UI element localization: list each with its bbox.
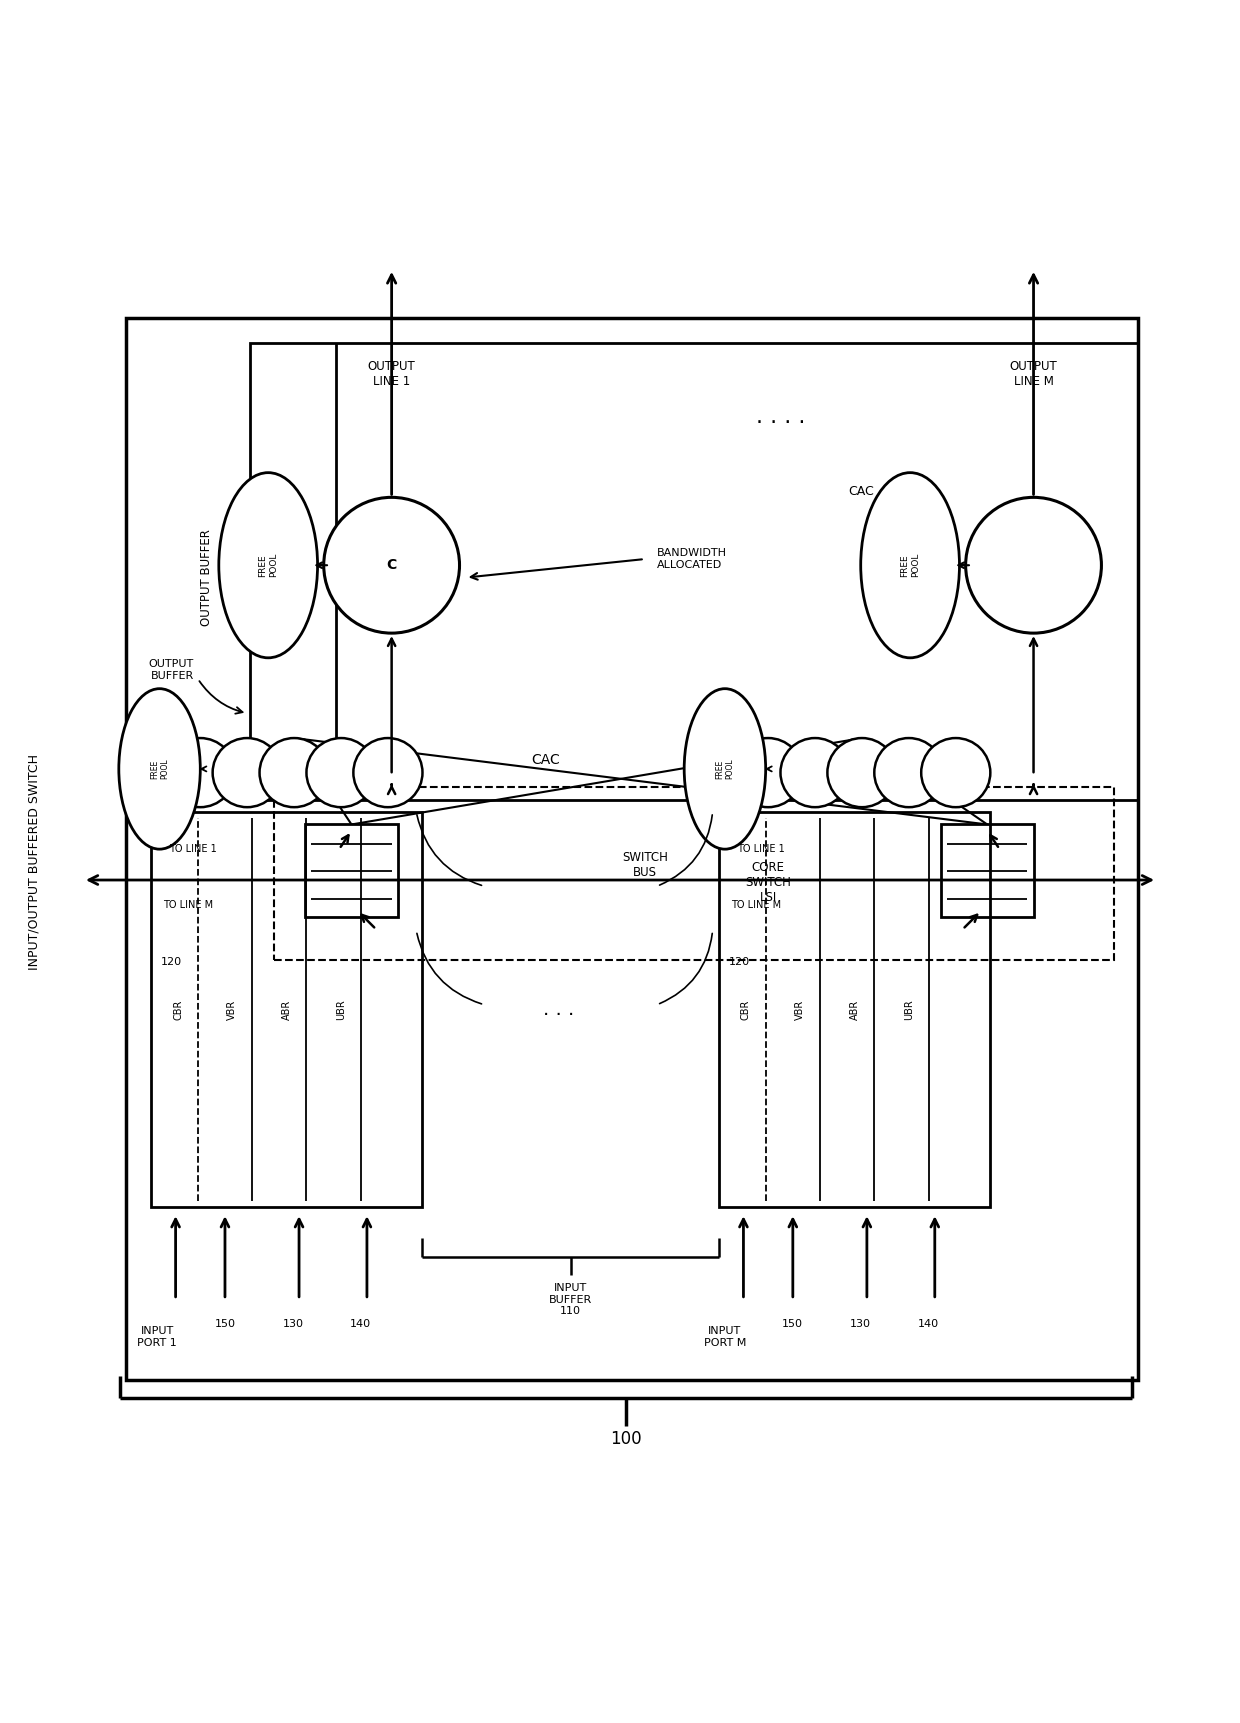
Bar (249, 343, 1138, 799)
Text: FREE
POOL: FREE POOL (900, 553, 920, 577)
Text: OUTPUT
BUFFER: OUTPUT BUFFER (149, 660, 195, 681)
Bar (151, 812, 423, 1208)
Bar (274, 787, 1114, 960)
Text: TO LINE M: TO LINE M (732, 899, 781, 910)
Text: . . .: . . . (543, 999, 574, 1018)
Circle shape (324, 498, 460, 632)
Ellipse shape (861, 472, 960, 658)
Text: 130: 130 (283, 1320, 304, 1330)
Circle shape (259, 737, 329, 806)
Text: 150: 150 (782, 1320, 804, 1330)
FancyArrowPatch shape (200, 681, 243, 713)
Text: 140: 140 (918, 1320, 939, 1330)
Text: INPUT
PORT 1: INPUT PORT 1 (138, 1327, 177, 1347)
Text: CAC: CAC (848, 484, 874, 498)
Text: CAC: CAC (532, 753, 560, 767)
Bar (719, 812, 991, 1208)
FancyArrowPatch shape (417, 934, 481, 1005)
FancyArrowPatch shape (417, 815, 481, 886)
Circle shape (780, 737, 849, 806)
Circle shape (212, 737, 281, 806)
Circle shape (966, 498, 1101, 632)
Circle shape (827, 737, 897, 806)
Text: OUTPUT
LINE 1: OUTPUT LINE 1 (368, 360, 415, 388)
FancyArrowPatch shape (660, 815, 712, 886)
Text: UBR: UBR (904, 999, 914, 1020)
Bar (941, 825, 1033, 917)
Text: 140: 140 (350, 1320, 371, 1330)
Circle shape (734, 737, 802, 806)
Ellipse shape (684, 689, 765, 849)
Text: FREE
POOL: FREE POOL (715, 758, 734, 779)
Text: TO LINE 1: TO LINE 1 (170, 844, 217, 855)
Text: 150: 150 (215, 1320, 236, 1330)
Circle shape (874, 737, 944, 806)
Text: CBR: CBR (742, 999, 751, 1020)
Text: 100: 100 (610, 1430, 642, 1449)
Text: C: C (387, 558, 397, 572)
Text: 130: 130 (851, 1320, 872, 1330)
Text: ABR: ABR (849, 999, 859, 1020)
Text: OUTPUT BUFFER: OUTPUT BUFFER (200, 529, 213, 625)
Text: 120: 120 (161, 958, 182, 967)
Circle shape (353, 737, 423, 806)
Text: UBR: UBR (336, 999, 346, 1020)
Bar (305, 825, 398, 917)
Text: . . . .: . . . . (756, 407, 805, 427)
Text: BANDWIDTH
ALLOCATED: BANDWIDTH ALLOCATED (657, 548, 727, 570)
Text: SWITCH
BUS: SWITCH BUS (621, 851, 667, 879)
Text: 120: 120 (729, 958, 750, 967)
Text: INPUT/OUTPUT BUFFERED SWITCH: INPUT/OUTPUT BUFFERED SWITCH (27, 753, 40, 970)
Text: TO LINE 1: TO LINE 1 (738, 844, 785, 855)
Text: CBR: CBR (174, 999, 184, 1020)
Text: VBR: VBR (227, 999, 237, 1020)
Circle shape (921, 737, 991, 806)
Text: INPUT
PORT M: INPUT PORT M (704, 1327, 746, 1347)
Text: OUTPUT
LINE M: OUTPUT LINE M (1009, 360, 1058, 388)
Ellipse shape (119, 689, 201, 849)
Circle shape (306, 737, 376, 806)
Text: INPUT
BUFFER
110: INPUT BUFFER 110 (549, 1284, 593, 1316)
FancyArrowPatch shape (660, 934, 712, 1003)
Text: TO LINE M: TO LINE M (164, 899, 213, 910)
Text: CORE
SWITCH
LSI: CORE SWITCH LSI (745, 862, 791, 905)
Text: ABR: ABR (281, 999, 291, 1020)
Bar (126, 319, 1138, 1380)
Ellipse shape (218, 472, 317, 658)
Circle shape (166, 737, 234, 806)
Text: VBR: VBR (795, 999, 805, 1020)
Text: FREE
POOL: FREE POOL (150, 758, 169, 779)
Text: FREE
POOL: FREE POOL (258, 553, 278, 577)
